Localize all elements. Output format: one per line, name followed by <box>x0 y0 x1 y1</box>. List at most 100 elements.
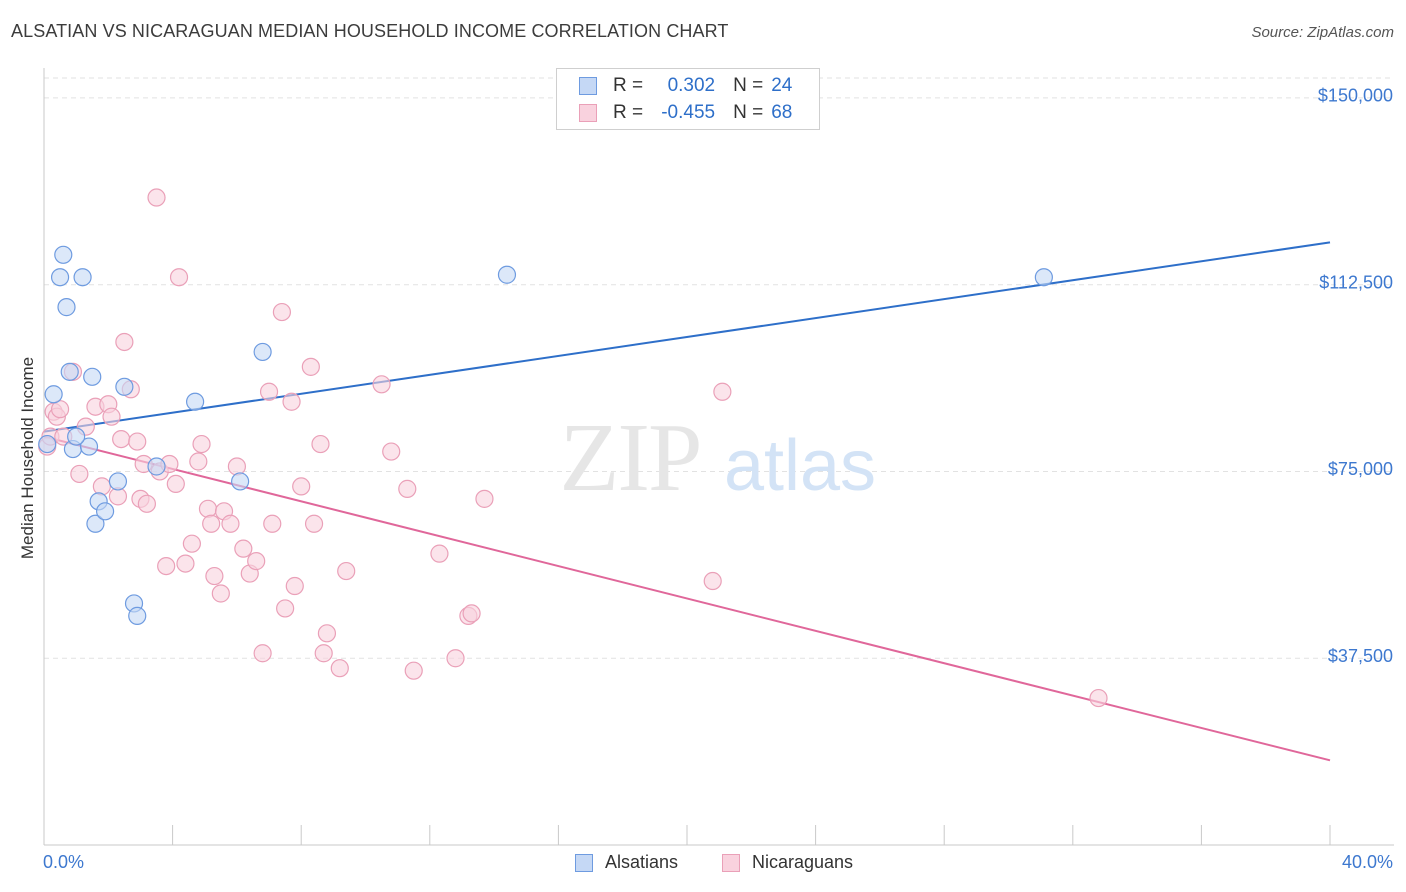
nicaraguan-point <box>182 534 201 553</box>
alsatian-r-value: 0.302 <box>667 75 716 96</box>
alsatian-point <box>95 502 115 521</box>
nicaraguan-point <box>70 464 89 484</box>
nicaraguan-point <box>198 499 218 518</box>
nicaraguan-point <box>221 514 240 533</box>
nicaraguan-point <box>192 434 211 454</box>
nicaraguan-point <box>301 357 320 376</box>
nicaraguan-point <box>211 584 230 603</box>
nicaraguan-point <box>285 576 304 596</box>
trend-lines <box>43 241 1331 762</box>
nicaraguan-point <box>398 479 417 498</box>
alsatian-point <box>147 457 166 476</box>
alsatian-point <box>83 367 102 386</box>
nicaraguan-point <box>189 452 208 471</box>
nicaraguan-point <box>263 514 282 533</box>
nicaraguan-point <box>475 489 494 508</box>
bottom-legend-alsatians: Alsatians <box>575 852 678 873</box>
nicaraguan-point <box>446 649 465 668</box>
nicaraguan-point <box>115 332 134 352</box>
y-tick-label: $37,500 <box>1328 646 1393 666</box>
alsatian-point <box>73 268 92 287</box>
nicaraguan-point <box>102 407 121 426</box>
nicaraguan-trend-line <box>43 435 1331 762</box>
nicaraguan-point <box>304 514 324 533</box>
nicaraguan-point <box>276 599 295 618</box>
nicaraguan-point <box>166 474 185 494</box>
alsatian-point <box>44 385 63 404</box>
nicaraguan-point <box>128 432 147 451</box>
nicaraguan-point <box>147 188 166 207</box>
nicaraguan-point <box>202 514 221 533</box>
nicaraguan-point <box>430 544 449 563</box>
alsatian-point <box>67 427 86 446</box>
watermark-atlas: atlas <box>724 426 876 506</box>
alsatian-point <box>1034 268 1053 287</box>
nicaraguan-n-value: 68 <box>771 102 793 123</box>
alsatian-point <box>86 514 105 533</box>
bottom-nicaraguan-label: Nicaraguans <box>752 852 854 872</box>
alsatian-point <box>60 362 79 381</box>
y-tick-label: $112,500 <box>1319 272 1393 292</box>
nicaraguan-point <box>311 434 330 454</box>
alsatian-point <box>231 472 250 491</box>
bottom-nicaraguan-swatch <box>722 853 740 872</box>
nicaraguan-point <box>227 457 246 476</box>
y-axis-title: Median Household Income <box>18 356 37 560</box>
nicaraguan-point <box>169 268 189 287</box>
alsatian-n-label: N = <box>733 75 764 96</box>
y-tick-label: $150,000 <box>1318 86 1393 106</box>
alsatian-point <box>38 434 57 454</box>
alsatian-point <box>186 392 205 411</box>
alsatian-point <box>115 377 134 396</box>
y-tick-label: $75,000 <box>1328 459 1393 479</box>
nicaraguan-point <box>372 375 391 394</box>
alsatian-point <box>79 437 99 456</box>
nicaraguan-r-label: R = <box>613 102 644 123</box>
x-tick-label-min: 0.0% <box>43 852 85 872</box>
source-credit: Source: ZipAtlas.com <box>1251 24 1394 41</box>
nicaraguan-r-value: -0.455 <box>661 102 716 123</box>
nicaraguan-point <box>713 382 732 401</box>
nicaraguan-point <box>462 604 481 623</box>
y-tick-labels: $37,500 $75,000 $112,500 $150,000 <box>1318 86 1393 666</box>
bottom-legend-nicaraguans: Nicaraguans <box>722 852 853 873</box>
nicaraguan-n-label: N = <box>733 102 764 123</box>
nicaraguan-point <box>330 659 349 678</box>
alsatian-point <box>57 298 76 317</box>
nicaraguan-point <box>234 539 253 558</box>
nicaraguan-point <box>382 442 401 461</box>
nicaraguan-point <box>292 477 311 496</box>
nicaraguan-point <box>259 382 279 401</box>
chart-title: ALSATIAN VS NICARAGUAN MEDIAN HOUSEHOLD … <box>11 21 729 41</box>
nicaraguan-point <box>337 561 356 581</box>
data-points <box>38 188 1108 708</box>
nicaraguan-point <box>176 554 195 573</box>
alsatian-r-label: R = <box>613 75 644 96</box>
alsatian-point <box>497 265 517 284</box>
nicaraguan-point <box>137 494 156 513</box>
watermark-zip: ZIP <box>560 404 701 512</box>
nicaraguan-point <box>703 571 722 591</box>
axes <box>43 68 1394 846</box>
alsatian-swatch <box>579 77 597 95</box>
nicaraguan-point <box>247 552 266 571</box>
nicaraguan-swatch <box>579 104 597 122</box>
nicaraguan-point <box>157 556 176 576</box>
nicaraguan-point <box>1089 688 1108 708</box>
x-tick-label-max: 40.0% <box>1341 852 1393 872</box>
nicaraguan-point <box>92 477 111 496</box>
nicaraguan-point <box>112 429 131 449</box>
stats-legend: R = 0.302 N = 24 R = -0.455 N = 68 <box>556 68 820 130</box>
bottom-alsatian-swatch <box>575 853 593 872</box>
nicaraguan-point <box>314 644 333 663</box>
legend-row-alsatian: R = 0.302 N = 24 <box>579 74 792 98</box>
nicaraguan-point <box>205 566 224 586</box>
nicaraguan-point <box>317 624 337 643</box>
nicaraguan-point <box>50 400 70 419</box>
alsatian-point <box>128 606 147 625</box>
alsatian-point <box>50 268 70 287</box>
alsatian-trend-line <box>43 241 1331 433</box>
nicaraguan-point <box>404 661 423 680</box>
alsatian-point <box>108 472 128 491</box>
